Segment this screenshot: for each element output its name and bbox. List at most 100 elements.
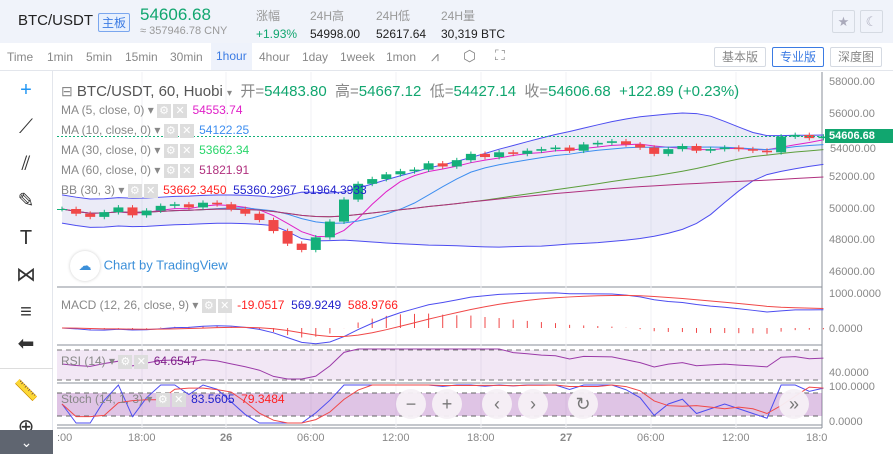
interval-1mon[interactable]: 1mon [386, 50, 417, 64]
interval-1hour[interactable]: 1hour [211, 43, 252, 70]
gear-icon[interactable]: ⚙ [163, 163, 178, 178]
pro-view-button[interactable]: 专业版 [772, 47, 825, 67]
candle [719, 147, 730, 150]
close-icon[interactable]: ✕ [179, 123, 194, 138]
interval-1week[interactable]: 1week [340, 50, 375, 64]
candle [465, 153, 476, 161]
candle [99, 212, 110, 217]
stoch-tick: 100.0000 [829, 381, 875, 393]
scroll-to-latest-button[interactable]: » [779, 389, 809, 419]
bb-lower-line [61, 163, 824, 248]
interval-5min[interactable]: 5min [86, 50, 113, 64]
stoch-k-line [61, 384, 824, 424]
price-tick: 52000.00 [829, 171, 875, 183]
interval-1day[interactable]: 1day [302, 50, 329, 64]
rsi-line [61, 348, 824, 380]
time-tick: 26 [220, 432, 233, 444]
candle [508, 152, 519, 154]
low-value: 54427.14 [453, 83, 517, 100]
reset-chart-button[interactable]: ↻ [568, 389, 598, 419]
interval-4hour[interactable]: 4hour [259, 50, 290, 64]
candle [663, 149, 674, 154]
scroll-left-button[interactable]: ‹ [482, 389, 512, 419]
close-icon[interactable]: ✕ [143, 183, 158, 198]
stat-volume: 24H量 30,319 BTC [441, 9, 506, 41]
favorite-star-icon[interactable]: ★ [832, 10, 855, 33]
stoch-tick: 0.0000 [829, 416, 863, 428]
legend-stoch: Stoch (14, 1, 3) ▾ ⚙ ✕ 83.5605 79.3484 [61, 392, 285, 407]
time-tick: 06:00 [637, 432, 665, 444]
scroll-right-button[interactable]: › [518, 389, 548, 419]
market-header: BTC/USDT 主板 54606.68 ≈ 357946.78 CNY 涨幅 +… [0, 0, 893, 43]
last-price: 54606.68 [140, 5, 211, 24]
candle [169, 204, 180, 206]
candle [367, 179, 378, 184]
depth-view-button[interactable]: 深度图 [830, 47, 883, 67]
close-icon[interactable]: ✕ [179, 143, 194, 158]
candle [254, 213, 265, 221]
gear-icon[interactable]: ⚙ [155, 392, 170, 407]
time-tick: 12:00 [722, 432, 750, 444]
chart-legend-main: ⊟ BTC/USDT, 60, Huobi ▾ 开=54483.80 高=546… [61, 83, 740, 100]
close-icon[interactable]: ✕ [134, 354, 149, 369]
interval-time[interactable]: Time [7, 50, 34, 64]
candle [522, 150, 533, 154]
interval-1min[interactable]: 1min [47, 50, 74, 64]
zoom-in-button[interactable]: + [432, 389, 462, 419]
candle [621, 141, 631, 145]
stat-high: 24H高 54998.00 [310, 9, 361, 41]
close-icon[interactable]: ✕ [179, 163, 194, 178]
zoom-out-button[interactable]: − [396, 389, 426, 419]
crosshair-icon[interactable]: + [20, 79, 32, 101]
candle [198, 202, 208, 208]
gear-icon[interactable]: ⚙ [163, 123, 178, 138]
interval-30min[interactable]: 30min [170, 50, 203, 64]
gear-icon[interactable]: ⚙ [127, 183, 142, 198]
legend-ma60: MA (60, close, 0) ▾ ⚙ ✕ 51821.91 [61, 163, 250, 178]
back-arrow-icon[interactable]: ⬅ [17, 333, 35, 355]
pitchfork-icon[interactable]: ⫽ [21, 153, 31, 175]
close-icon[interactable]: ✕ [171, 392, 186, 407]
candle [649, 147, 660, 154]
candle [141, 210, 152, 216]
chart-type-icon[interactable]: ⩘ [431, 48, 439, 64]
close-icon[interactable]: ✕ [173, 103, 188, 118]
candle [268, 220, 279, 232]
candle [353, 183, 364, 200]
legend-rsi: RSI (14) ▾ ⚙ ✕ 64.6547 [61, 354, 198, 369]
basic-view-button[interactable]: 基本版 [714, 47, 767, 67]
candle [564, 147, 575, 151]
drawing-toolbar: + ⟋ ⫽ ✎ T ⋈ ≡ ⬅ 📏 ⊕ ⌄ [0, 71, 53, 454]
interval-15min[interactable]: 15min [125, 50, 158, 64]
candle [310, 237, 321, 250]
candle [85, 213, 96, 217]
pattern-icon[interactable]: ⋈ [16, 264, 36, 286]
legend-ma5: MA (5, close, 0) ▾ ⚙ ✕ 54553.74 [61, 103, 243, 118]
candle [494, 152, 505, 158]
candle [381, 174, 392, 180]
collapse-chevron-icon[interactable]: ⌄ [0, 430, 53, 454]
legend-ma10: MA (10, close, 0) ▾ ⚙ ✕ 54122.25 [61, 123, 250, 138]
fullscreen-icon[interactable]: ⛶ [495, 47, 505, 63]
text-icon[interactable]: T [19, 227, 33, 249]
brush-icon[interactable]: ✎ [17, 190, 35, 212]
settings-hexagon-icon[interactable]: ⬡ [463, 48, 477, 65]
trend-line-icon[interactable]: ⟋ [19, 116, 33, 138]
legend-bb: BB (30, 3) ▾ ⚙ ✕ 53662.3450 55360.2967 51… [61, 183, 367, 198]
gear-icon[interactable]: ⚙ [157, 103, 172, 118]
tradingview-watermark[interactable]: ☁ Chart by TradingView [70, 251, 228, 281]
gear-icon[interactable]: ⚙ [118, 354, 133, 369]
candle [282, 231, 293, 244]
signal-line [61, 294, 824, 337]
gear-icon[interactable]: ⚙ [201, 298, 216, 313]
measure-lines-icon[interactable]: ≡ [20, 301, 32, 323]
price-tick: 58000.00 [829, 76, 875, 88]
candle [536, 149, 547, 151]
ruler-icon[interactable]: 📏 [13, 380, 39, 402]
close-icon[interactable]: ✕ [217, 298, 232, 313]
gear-icon[interactable]: ⚙ [163, 143, 178, 158]
change-value: +122.89 (+0.23%) [619, 83, 740, 100]
dark-mode-moon-icon[interactable]: ☾ [860, 10, 883, 33]
last-price-label: 54606.68 [825, 129, 893, 143]
